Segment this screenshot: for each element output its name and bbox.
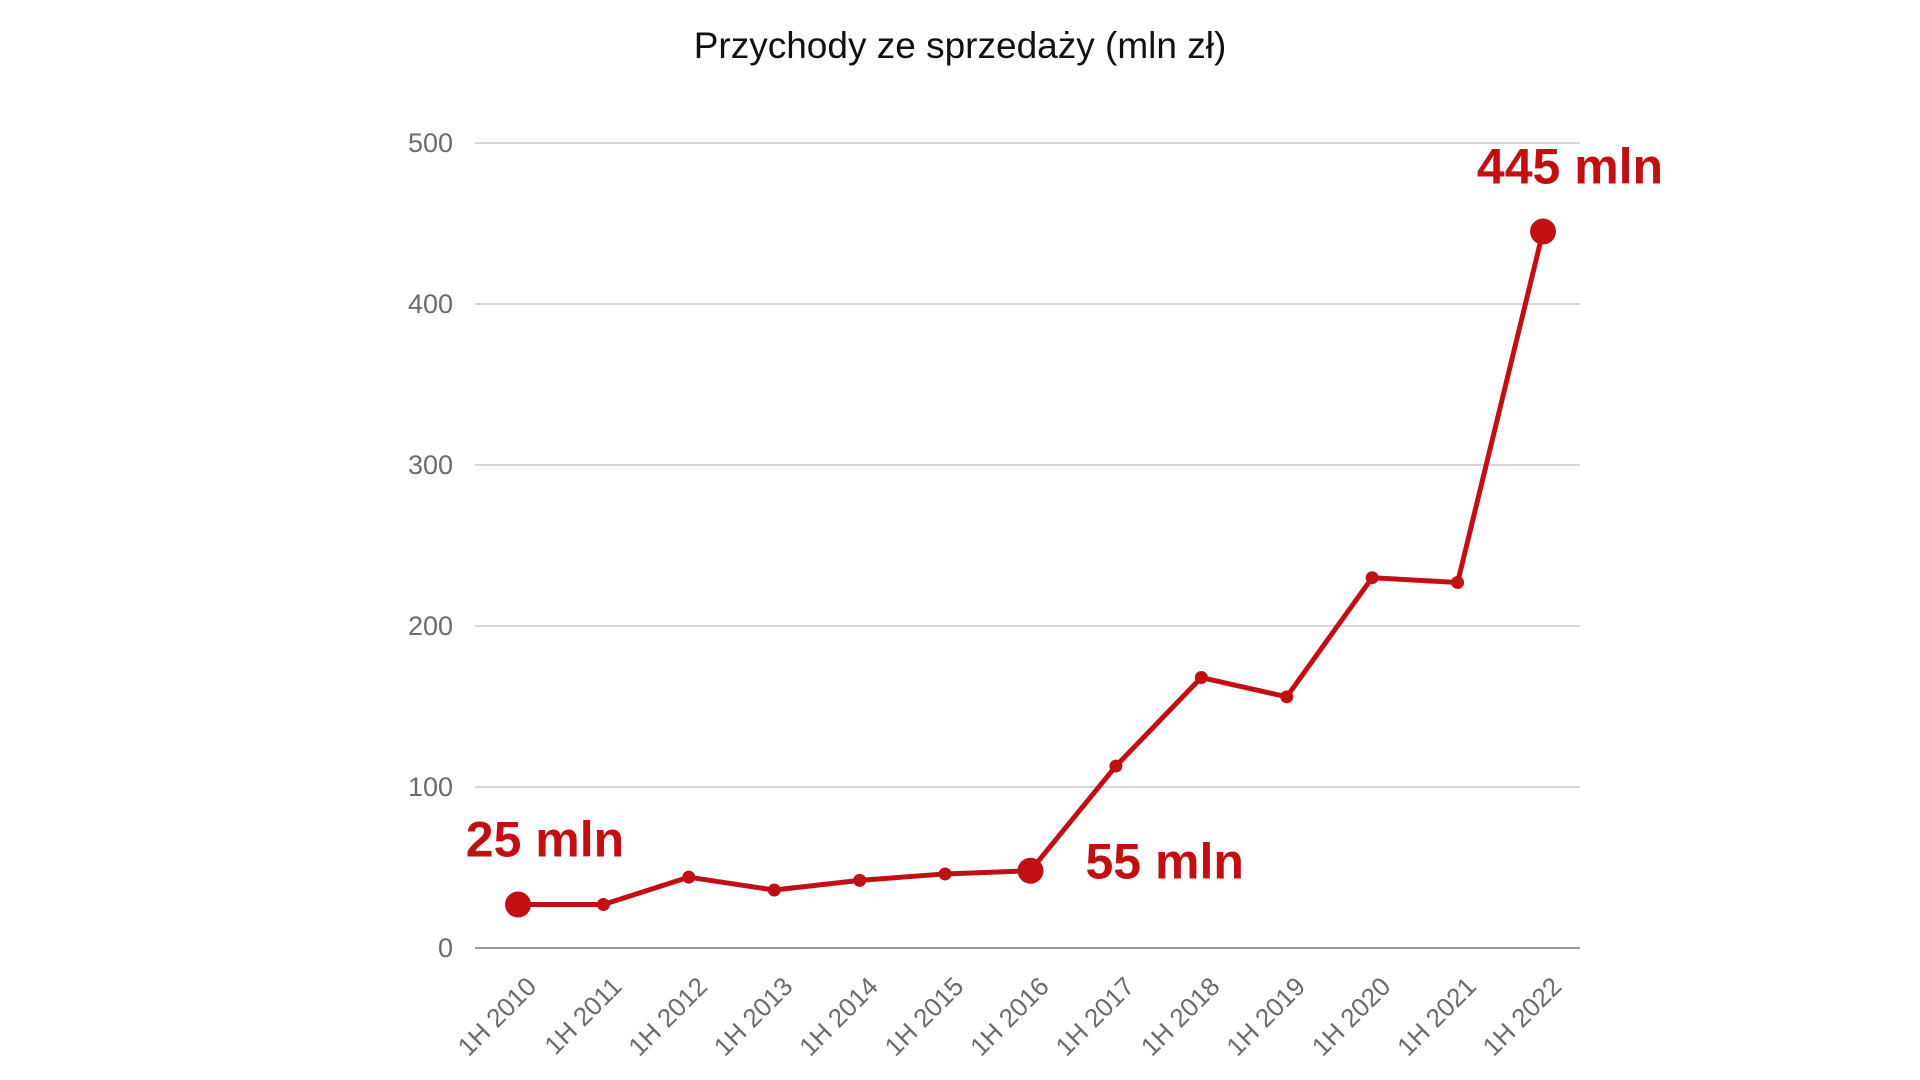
x-tick-label: 1H 2021 (1391, 971, 1482, 1062)
data-point (1451, 576, 1465, 590)
y-tick-label: 0 (438, 933, 453, 963)
chart-title: Przychody ze sprzedaży (mln zł) (694, 25, 1227, 66)
x-tick-label: 1H 2018 (1135, 971, 1226, 1062)
data-point (1194, 671, 1208, 685)
series-layer (515, 229, 1546, 908)
x-tick-label: 1H 2013 (708, 971, 799, 1062)
annotation-label: 445 mln (1477, 139, 1663, 195)
annotation-label: 25 mln (466, 812, 624, 868)
data-point (682, 870, 696, 884)
highlighted-data-point (1530, 218, 1556, 245)
annotation-label: 55 mln (1086, 834, 1244, 890)
data-point (1280, 690, 1294, 704)
x-tick-label: 1H 2010 (452, 971, 543, 1062)
y-tick-label: 300 (408, 450, 453, 480)
x-tick-label: 1H 2014 (793, 971, 884, 1062)
data-point (1365, 571, 1379, 585)
data-points (505, 218, 1556, 918)
y-tick-label: 100 (408, 772, 453, 802)
x-tick-label: 1H 2020 (1306, 971, 1397, 1062)
grid-lines (475, 142, 1580, 949)
x-tick-label: 1H 2019 (1220, 971, 1311, 1062)
data-point (1109, 759, 1123, 773)
x-tick-label: 1H 2016 (964, 971, 1055, 1062)
highlighted-data-point (505, 891, 531, 918)
data-point (938, 867, 952, 881)
data-point (853, 873, 867, 887)
highlighted-data-point (1017, 857, 1044, 884)
x-tick-label: 1H 2011 (538, 971, 627, 1060)
series-line (515, 229, 1546, 908)
x-tick-label: 1H 2022 (1477, 971, 1568, 1062)
annotations: 25 mln 55 mln 445 mln (466, 139, 1663, 890)
y-axis-ticks: 0 100 200 300 400 500 (408, 128, 453, 963)
y-tick-label: 200 (408, 611, 453, 641)
data-point (767, 883, 781, 897)
y-tick-label: 400 (408, 289, 453, 319)
x-tick-label: 1H 2015 (879, 971, 970, 1062)
y-tick-label: 500 (408, 128, 453, 158)
x-tick-label: 1H 2012 (622, 971, 713, 1062)
x-tick-label: 1H 2017 (1049, 971, 1140, 1062)
data-point (596, 898, 610, 912)
